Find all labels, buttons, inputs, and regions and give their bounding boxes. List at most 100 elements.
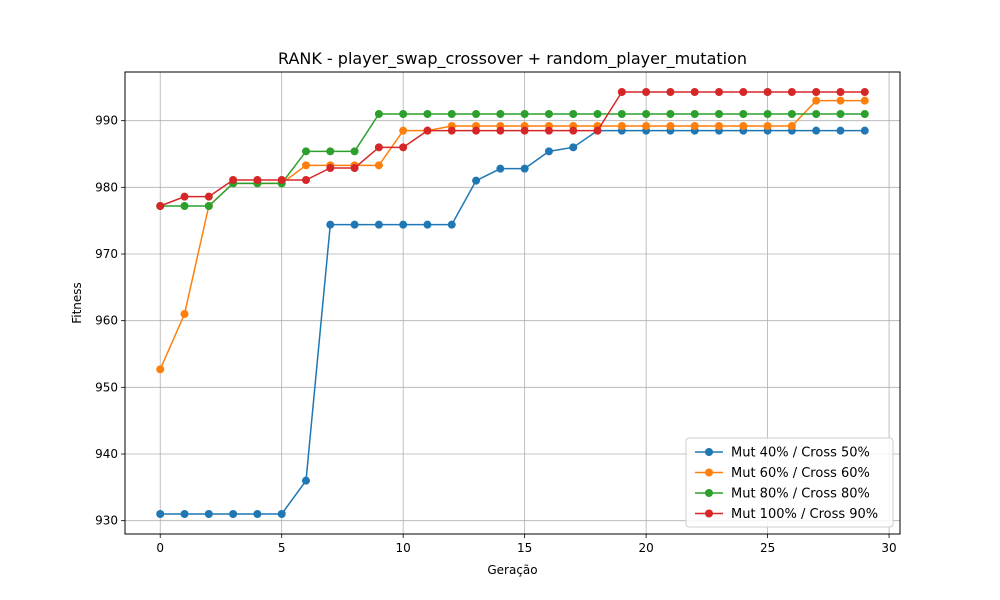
data-point — [156, 202, 165, 210]
data-point — [350, 164, 359, 172]
data-point — [544, 126, 553, 135]
data-point — [301, 161, 310, 170]
y-tick-label: 990 — [95, 114, 118, 128]
data-point — [180, 192, 189, 201]
data-point — [520, 164, 529, 173]
data-point — [399, 126, 408, 135]
data-point — [787, 122, 796, 130]
data-point — [812, 88, 821, 96]
series-line — [160, 113, 865, 207]
data-point — [447, 220, 456, 229]
data-point — [301, 476, 310, 485]
data-point — [544, 110, 553, 118]
legend-label: Mut 60% / Cross 60% — [731, 466, 870, 481]
data-point — [399, 143, 408, 152]
x-tick-label: 30 — [881, 541, 896, 555]
data-point — [715, 110, 724, 118]
data-point — [739, 110, 748, 118]
x-tick-label: 10 — [396, 541, 411, 555]
series-3 — [156, 110, 869, 210]
data-point — [617, 88, 626, 96]
data-point — [666, 110, 675, 118]
data-point — [569, 110, 578, 118]
data-point — [617, 122, 626, 130]
legend-label: Mut 80% / Cross 80% — [731, 487, 870, 502]
grid-lines — [125, 72, 900, 534]
legend-marker — [705, 489, 713, 497]
data-point — [763, 88, 772, 96]
data-point — [399, 220, 408, 229]
data-point — [593, 126, 602, 135]
y-tick-label: 940 — [95, 447, 118, 461]
x-tick-label: 20 — [638, 541, 653, 555]
data-point — [374, 143, 383, 152]
data-point — [739, 88, 748, 96]
data-point — [836, 88, 845, 96]
data-point — [301, 176, 310, 184]
data-point — [520, 126, 529, 135]
legend-marker — [705, 509, 713, 518]
axis-ticks: 0 5 10 15 20 25 30 930 940 950 960 970 980 990 — [95, 114, 897, 555]
data-point — [277, 176, 286, 184]
data-point — [787, 88, 796, 96]
legend-box — [685, 437, 894, 528]
series-4 — [156, 88, 869, 210]
data-point — [860, 110, 869, 118]
data-point — [156, 510, 165, 518]
y-tick-label: 970 — [95, 247, 118, 261]
data-point — [326, 220, 335, 229]
data-point — [787, 110, 796, 118]
data-point — [423, 126, 432, 135]
data-point — [836, 96, 845, 105]
legend-item: Mut 40% / Cross 50% — [695, 446, 870, 461]
data-point — [642, 88, 651, 96]
x-tick-label: 15 — [517, 541, 532, 555]
y-tick-label: 930 — [95, 514, 118, 528]
data-point — [204, 202, 213, 210]
legend: Mut 40% / Cross 50% Mut 60% / Cross 60% Mu… — [685, 437, 894, 528]
data-point — [739, 122, 748, 130]
data-point — [350, 147, 359, 156]
data-point — [666, 122, 675, 130]
data-point — [642, 110, 651, 118]
data-point — [496, 110, 505, 118]
data-point — [593, 110, 602, 118]
legend-marker — [705, 448, 713, 456]
data-point — [156, 365, 165, 374]
data-point — [496, 126, 505, 135]
data-point — [763, 122, 772, 130]
data-point — [812, 96, 821, 105]
series-layer — [156, 88, 869, 518]
data-point — [715, 88, 724, 96]
data-point — [277, 510, 286, 518]
data-point — [472, 176, 481, 185]
data-point — [836, 110, 845, 118]
data-point — [496, 164, 505, 173]
legend-marker — [705, 468, 713, 477]
data-point — [350, 220, 359, 229]
data-point — [180, 310, 189, 318]
y-tick-label: 980 — [95, 180, 118, 194]
data-point — [812, 126, 821, 135]
x-axis-label: Geração — [487, 563, 537, 577]
data-point — [472, 110, 481, 118]
x-tick-label: 25 — [760, 541, 775, 555]
series-line — [160, 129, 865, 515]
data-point — [447, 110, 456, 118]
data-point — [229, 176, 238, 184]
y-tick-label: 960 — [95, 314, 118, 328]
data-point — [642, 122, 651, 130]
data-point — [326, 147, 335, 156]
data-point — [690, 88, 699, 96]
data-point — [423, 110, 432, 118]
plot-frame — [124, 71, 901, 535]
series-2 — [156, 96, 869, 374]
x-tick-label: 0 — [156, 541, 164, 555]
data-point — [569, 126, 578, 135]
y-axis-label: Fitness — [70, 282, 84, 324]
data-point — [301, 147, 310, 156]
data-point — [812, 110, 821, 118]
data-point — [253, 510, 262, 518]
data-point — [860, 126, 869, 135]
